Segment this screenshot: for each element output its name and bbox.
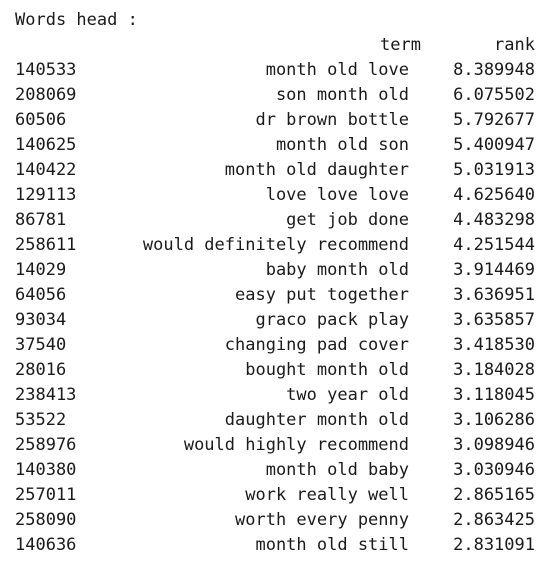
row-rank: 3.106286 — [453, 410, 535, 430]
row-index: 28016 — [15, 360, 67, 380]
column-header-rank: rank — [494, 35, 535, 55]
row-rank: 4.251544 — [453, 235, 535, 255]
row-index: 129113 — [15, 185, 77, 205]
row-term: would highly recommend — [183, 435, 409, 455]
row-index: 140380 — [15, 460, 77, 480]
row-term: dr brown bottle — [255, 110, 409, 130]
row-term: bought month old — [245, 360, 409, 380]
table-row: 53522 daughter month old 3.106286 — [15, 408, 540, 433]
table-body: 140533 month old love 8.389948 208069 son mo… — [15, 58, 540, 558]
row-term: get job done — [286, 210, 409, 230]
row-term: easy put together — [235, 285, 409, 305]
row-term: son month old — [275, 85, 409, 105]
row-index: 140625 — [15, 135, 77, 155]
column-header-term: term — [380, 35, 421, 55]
row-index: 37540 — [15, 335, 67, 355]
table-row: 208069 son month old 6.075502 — [15, 83, 540, 108]
table-row: 258611 would definitely recommend 4.251544 — [15, 233, 540, 258]
table-row: 93034 graco pack play 3.635857 — [15, 308, 540, 333]
row-term: daughter month old — [224, 410, 409, 430]
row-term: worth every penny — [235, 510, 409, 530]
row-term: month old still — [255, 535, 409, 555]
row-term: love love love — [265, 185, 409, 205]
row-rank: 3.030946 — [453, 460, 535, 480]
table-row: 129113 love love love 4.625640 — [15, 183, 540, 208]
row-rank: 2.831091 — [453, 535, 535, 555]
row-term: month old son — [275, 135, 409, 155]
row-index: 64056 — [15, 285, 67, 305]
row-rank: 3.098946 — [453, 435, 535, 455]
table-row: 258090 worth every penny 2.863425 — [15, 508, 540, 533]
row-rank: 5.792677 — [453, 110, 535, 130]
row-index: 140533 — [15, 60, 77, 80]
table-row: 258976 would highly recommend 3.098946 — [15, 433, 540, 458]
table-row: 140422 month old daughter 5.031913 — [15, 158, 540, 183]
row-rank: 6.075502 — [453, 85, 535, 105]
row-rank: 4.483298 — [453, 210, 535, 230]
output-title: Words head : — [15, 10, 138, 30]
row-rank: 3.914469 — [453, 260, 535, 280]
row-term: month old love — [265, 60, 409, 80]
row-index: 60506 — [15, 110, 67, 130]
row-index: 86781 — [15, 210, 67, 230]
table-row: 86781 get job done 4.483298 — [15, 208, 540, 233]
table-row: 140636 month old still 2.831091 — [15, 533, 540, 558]
row-rank: 4.625640 — [453, 185, 535, 205]
table-row: 140533 month old love 8.389948 — [15, 58, 540, 83]
row-rank: 3.418530 — [453, 335, 535, 355]
row-rank: 2.863425 — [453, 510, 535, 530]
row-index: 258611 — [15, 235, 77, 255]
row-term: two year old — [286, 385, 409, 405]
row-term: month old daughter — [224, 160, 409, 180]
table-row: 257011 work really well 2.865165 — [15, 483, 540, 508]
row-rank: 8.389948 — [453, 60, 535, 80]
row-index: 257011 — [15, 485, 77, 505]
table-row: 140625 month old son 5.400947 — [15, 133, 540, 158]
table-row: 14029 baby month old 3.914469 — [15, 258, 540, 283]
row-rank: 3.118045 — [453, 385, 535, 405]
table-row: 238413 two year old 3.118045 — [15, 383, 540, 408]
row-term: changing pad cover — [224, 335, 409, 355]
table-header: term rank — [15, 33, 540, 58]
row-index: 14029 — [15, 260, 67, 280]
row-index: 140636 — [15, 535, 77, 555]
row-rank: 3.635857 — [453, 310, 535, 330]
row-term: work really well — [245, 485, 409, 505]
row-rank: 3.184028 — [453, 360, 535, 380]
row-index: 140422 — [15, 160, 77, 180]
row-index: 53522 — [15, 410, 67, 430]
table-row: 140380 month old baby 3.030946 — [15, 458, 540, 483]
row-term: would definitely recommend — [142, 235, 409, 255]
row-rank: 2.865165 — [453, 485, 535, 505]
console-output: Words head : term rank 140533 month old l… — [15, 8, 540, 558]
row-index: 93034 — [15, 310, 67, 330]
row-index: 208069 — [15, 85, 77, 105]
table-row: 28016 bought month old 3.184028 — [15, 358, 540, 383]
row-term: graco pack play — [255, 310, 409, 330]
row-term: baby month old — [265, 260, 409, 280]
row-rank: 3.636951 — [453, 285, 535, 305]
table-row: 60506 dr brown bottle 5.792677 — [15, 108, 540, 133]
table-row: 64056 easy put together 3.636951 — [15, 283, 540, 308]
row-index: 238413 — [15, 385, 77, 405]
row-index: 258976 — [15, 435, 77, 455]
row-rank: 5.031913 — [453, 160, 535, 180]
row-index: 258090 — [15, 510, 77, 530]
row-rank: 5.400947 — [453, 135, 535, 155]
row-term: month old baby — [265, 460, 409, 480]
table-row: 37540 changing pad cover 3.418530 — [15, 333, 540, 358]
